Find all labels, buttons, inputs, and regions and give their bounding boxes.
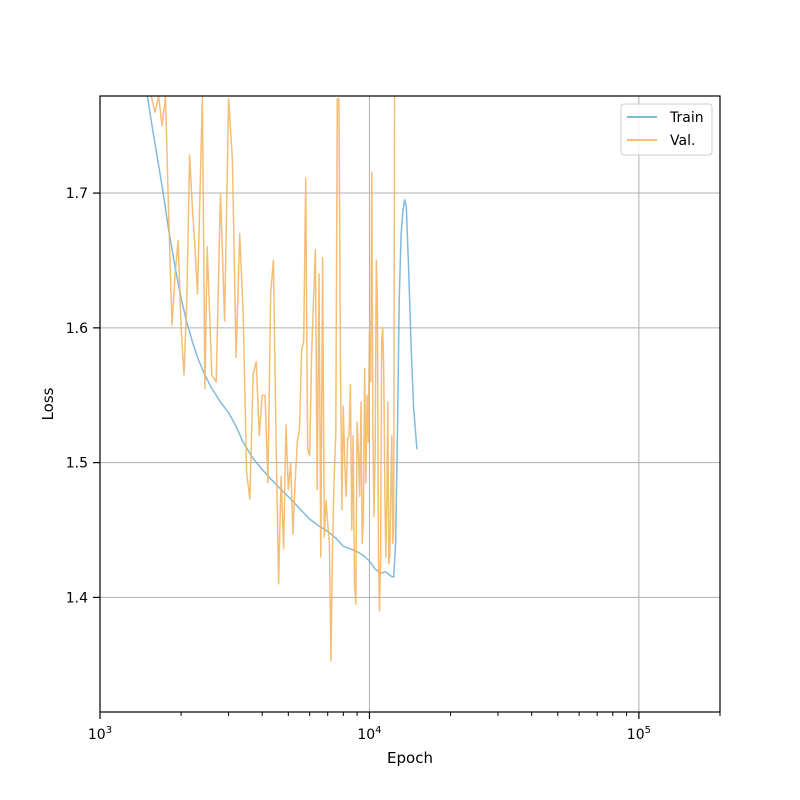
y-tick-label: 1.7 xyxy=(66,186,88,202)
legend: Train Val. xyxy=(620,103,713,156)
y-tick-label: 1.4 xyxy=(66,590,88,606)
x-tick-label: 105 xyxy=(627,725,651,743)
series-layer xyxy=(146,96,418,662)
series-line-train xyxy=(146,96,418,578)
x-tick-label: 103 xyxy=(88,725,112,743)
x-tick-label: 104 xyxy=(357,725,381,743)
x-axis-label: Epoch xyxy=(387,749,433,767)
series-line-val xyxy=(150,96,396,662)
y-axis-label: Loss xyxy=(39,387,57,420)
plot-frame xyxy=(99,95,721,713)
grid-layer xyxy=(100,96,720,712)
legend-label-train: Train xyxy=(669,110,704,126)
y-tick-label: 1.6 xyxy=(66,321,88,337)
legend-label-val: Val. xyxy=(670,133,695,149)
y-tick-label: 1.5 xyxy=(66,456,88,472)
ticks-layer: 103 104 105 1.4 1.5 1.6 1.7 xyxy=(66,186,721,743)
